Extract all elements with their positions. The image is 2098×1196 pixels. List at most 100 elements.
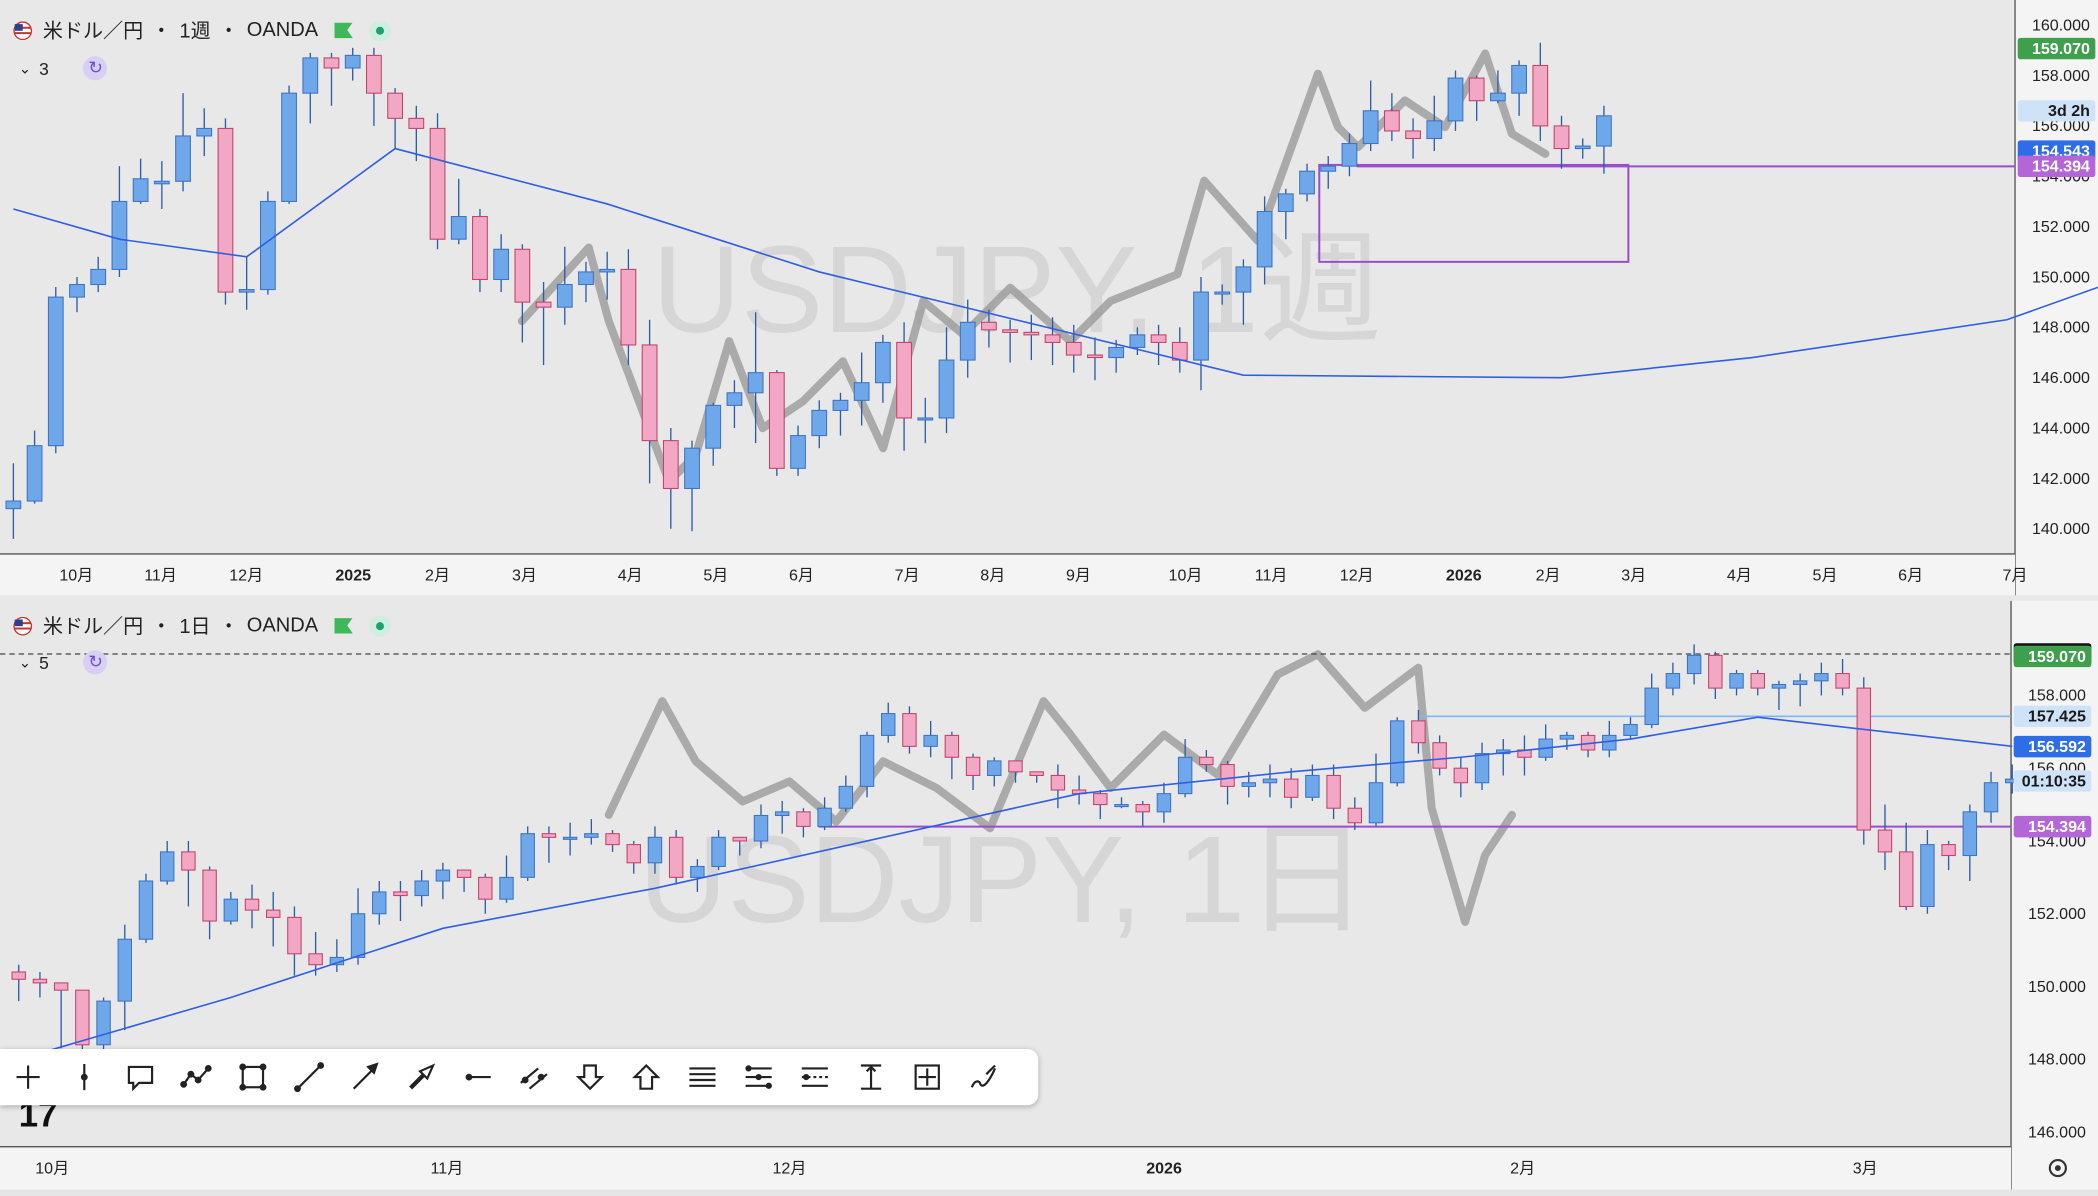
candle[interactable]: [599, 251, 616, 300]
candle[interactable]: [981, 309, 997, 348]
candle[interactable]: [790, 425, 806, 476]
candle[interactable]: [1532, 42, 1549, 142]
candle[interactable]: [1920, 830, 1935, 914]
candle[interactable]: [1114, 797, 1129, 809]
legend-symbol[interactable]: 米ドル／円: [42, 20, 144, 43]
trend-line-tool-icon[interactable]: [281, 1049, 337, 1105]
price-badge[interactable]: 156.592: [2013, 735, 2092, 758]
flag-marker-icon[interactable]: [334, 22, 353, 39]
legend-symbol[interactable]: 米ドル／円: [42, 615, 144, 639]
candle[interactable]: [1856, 677, 1872, 845]
candle[interactable]: [1299, 163, 1315, 202]
candle[interactable]: [1474, 742, 1490, 791]
legend-broker[interactable]: OANDA: [246, 614, 319, 637]
candle[interactable]: [965, 753, 981, 791]
candle[interactable]: [344, 47, 361, 81]
fib-retracement-tool-icon[interactable]: [674, 1049, 730, 1105]
candle[interactable]: [1320, 156, 1337, 189]
candle[interactable]: [265, 891, 281, 947]
candle[interactable]: [1256, 196, 1273, 285]
date-price-range-tool-icon[interactable]: [899, 1049, 955, 1105]
candle[interactable]: [662, 428, 679, 529]
candle[interactable]: [1341, 133, 1358, 177]
flag-marker-icon[interactable]: [334, 617, 353, 634]
candle[interactable]: [11, 964, 26, 1002]
candle[interactable]: [1708, 651, 1723, 700]
candle[interactable]: [1665, 662, 1681, 696]
candle[interactable]: [1792, 673, 1808, 707]
weekly-chart-canvas[interactable]: USDJPY, 1週160.000158.000156.000154.00015…: [0, 0, 2098, 596]
candle[interactable]: [1447, 70, 1464, 131]
candle[interactable]: [1574, 138, 1591, 159]
candle[interactable]: [1686, 644, 1702, 685]
candle[interactable]: [1468, 75, 1485, 121]
candle[interactable]: [26, 430, 43, 504]
candle[interactable]: [238, 256, 255, 310]
candle[interactable]: [514, 244, 531, 343]
price-badge[interactable]: 01:10:35: [2013, 770, 2092, 792]
candle[interactable]: [1044, 317, 1061, 366]
candle[interactable]: [47, 287, 64, 454]
indicator-count[interactable]: 5: [39, 652, 49, 673]
moving-average-line[interactable]: [18, 716, 2013, 1061]
candle[interactable]: [287, 906, 302, 976]
parallel-channel-tool-icon[interactable]: [506, 1049, 562, 1105]
candle[interactable]: [223, 891, 239, 925]
candle[interactable]: [811, 400, 828, 449]
candle[interactable]: [817, 797, 832, 831]
candle[interactable]: [732, 836, 748, 856]
candle[interactable]: [387, 88, 404, 149]
candle[interactable]: [1135, 800, 1150, 827]
candle[interactable]: [1898, 822, 1914, 911]
candle[interactable]: [181, 840, 196, 907]
sync-icon[interactable]: ↻: [83, 650, 108, 675]
legend-interval[interactable]: 1週: [179, 20, 211, 43]
price-badge[interactable]: 159.070: [2013, 645, 2092, 668]
candle[interactable]: [1347, 797, 1363, 831]
arrow-down-marker-icon[interactable]: [562, 1049, 618, 1105]
moving-average-line[interactable]: [13, 128, 2098, 379]
candle[interactable]: [1432, 735, 1447, 776]
candle[interactable]: [902, 706, 917, 754]
callout-tool-icon[interactable]: [112, 1049, 168, 1105]
candle[interactable]: [350, 888, 366, 965]
candle[interactable]: [1235, 259, 1252, 325]
candle[interactable]: [259, 191, 276, 295]
candle[interactable]: [1008, 760, 1023, 783]
candle[interactable]: [393, 880, 408, 922]
rectangle-tool-icon[interactable]: [225, 1049, 281, 1105]
candle[interactable]: [1383, 93, 1400, 142]
candle[interactable]: [1023, 314, 1040, 361]
candle[interactable]: [1941, 840, 1956, 871]
candle[interactable]: [323, 52, 340, 106]
drawing-toolbar[interactable]: [0, 1048, 1039, 1106]
candle[interactable]: [499, 855, 514, 903]
candle[interactable]: [1050, 764, 1066, 809]
candle[interactable]: [853, 352, 870, 426]
candle[interactable]: [1199, 749, 1214, 772]
candle[interactable]: [959, 299, 976, 378]
candle[interactable]: [705, 402, 722, 466]
candle[interactable]: [1214, 284, 1231, 305]
candle[interactable]: [478, 873, 493, 914]
candle[interactable]: [1453, 757, 1469, 798]
plot-area[interactable]: [0, 0, 2016, 596]
candle[interactable]: [1750, 669, 1765, 696]
candle[interactable]: [175, 93, 191, 192]
candle[interactable]: [53, 982, 69, 1049]
candle[interactable]: [90, 256, 107, 293]
settings-gear-icon[interactable]: [2048, 1158, 2067, 1178]
candle[interactable]: [1596, 105, 1612, 174]
candle[interactable]: [217, 118, 234, 305]
candle[interactable]: [450, 178, 467, 245]
candle[interactable]: [1156, 782, 1172, 823]
candle[interactable]: [684, 440, 700, 532]
fib-channel-tool-icon[interactable]: [787, 1049, 843, 1105]
candle[interactable]: [620, 249, 637, 366]
candle[interactable]: [153, 161, 170, 209]
candle[interactable]: [796, 808, 811, 838]
crosshair-tool-icon[interactable]: [0, 1049, 56, 1105]
legend-interval[interactable]: 1日: [179, 615, 211, 639]
candle[interactable]: [647, 826, 663, 874]
weekly-legend[interactable]: 米ドル／円 ・ 1週 ・ OANDA: [11, 16, 391, 44]
